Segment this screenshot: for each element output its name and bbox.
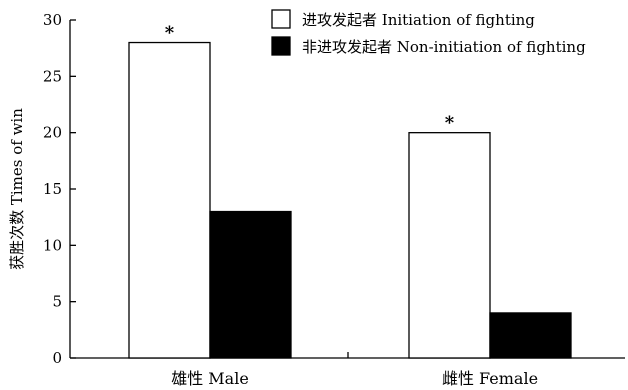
category-label: 雄性 Male	[171, 369, 249, 388]
bar-non-initiation-male	[209, 210, 292, 359]
legend-label: 非进攻发起者 Non-initiation of fighting	[302, 38, 586, 56]
bars-group	[128, 41, 572, 359]
bar-non-initiation-female	[489, 312, 572, 359]
significance-asterisk: *	[445, 113, 455, 134]
y-tick-label: 30	[43, 11, 62, 29]
significance-asterisk: *	[165, 23, 175, 44]
category-labels-group: 雄性 Male 雌性 Female	[171, 369, 538, 388]
y-tick-label: 10	[43, 236, 62, 254]
bar-initiation-male	[128, 41, 211, 359]
legend: 进攻发起者 Initiation of fighting 非进攻发起者 Non-i…	[271, 9, 586, 56]
bar-initiation-female	[408, 132, 491, 359]
y-axis-label: 获胜次数 Times of win	[8, 108, 26, 270]
y-ticks-group: 0 5 10 15 20 25 30	[43, 11, 76, 367]
category-label: 雌性 Female	[442, 369, 538, 388]
y-tick-label: 5	[52, 293, 62, 311]
y-tick-label: 20	[43, 124, 62, 142]
y-tick-label: 15	[43, 180, 62, 198]
annotations-group: **	[165, 23, 455, 134]
y-tick-label: 0	[52, 349, 62, 367]
legend-swatch	[271, 9, 291, 29]
y-tick-label: 25	[43, 67, 62, 85]
legend-swatch	[271, 36, 291, 56]
legend-label: 进攻发起者 Initiation of fighting	[302, 11, 535, 29]
